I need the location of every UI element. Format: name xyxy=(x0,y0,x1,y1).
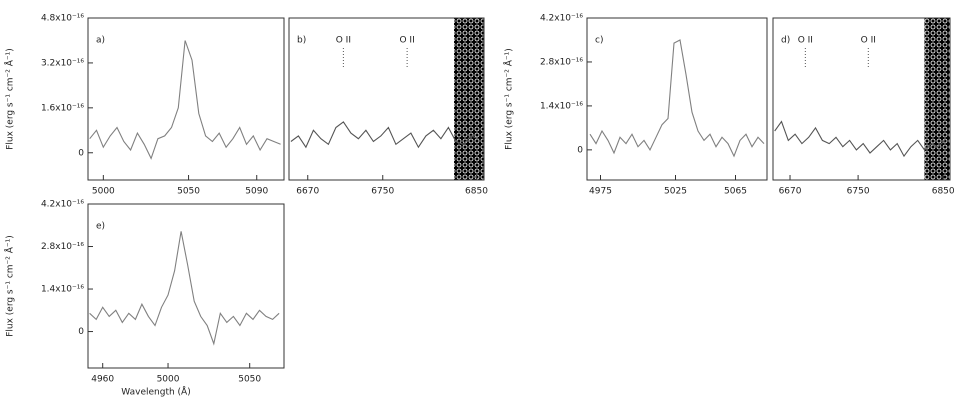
plot-frame xyxy=(87,17,285,181)
y-tick-label: 4.8x10⁻¹⁶ xyxy=(41,14,84,24)
y-tick-label: 4.2x10⁻¹⁶ xyxy=(41,200,84,210)
panel-label: a) xyxy=(96,36,105,46)
x-tick-label: 5090 xyxy=(245,187,268,197)
y-tick-label: 0 xyxy=(577,145,583,155)
masked-region xyxy=(454,18,484,180)
panel-label: e) xyxy=(96,222,105,232)
y-tick-label: 1.4x10⁻¹⁶ xyxy=(540,101,583,111)
x-tick-label: 6850 xyxy=(932,187,955,197)
x-tick-label: 5065 xyxy=(724,187,747,197)
x-tick-label: 6750 xyxy=(371,187,394,197)
y-tick-label: 0 xyxy=(78,327,84,337)
y-axis-label: Flux (erg s⁻¹ cm⁻² Å⁻¹) xyxy=(503,48,515,150)
panel-label: b) xyxy=(297,36,306,46)
y-tick-label: 0 xyxy=(78,148,84,158)
y-tick-label: 3.2x10⁻¹⁶ xyxy=(41,58,84,68)
x-tick-label: 4975 xyxy=(589,187,612,197)
x-tick-label: 5025 xyxy=(664,187,687,197)
panel-label: c) xyxy=(595,36,603,46)
plot-frame xyxy=(586,17,768,181)
x-tick-label: 5050 xyxy=(177,187,200,197)
masked-region xyxy=(924,18,950,180)
x-tick-label: 5000 xyxy=(92,187,115,197)
y-tick-label: 1.6x10⁻¹⁶ xyxy=(41,103,84,113)
x-tick-label: 4960 xyxy=(91,375,114,385)
y-tick-label: 2.8x10⁻¹⁶ xyxy=(540,57,583,67)
plot-frame xyxy=(288,17,485,181)
line-annotation: O II xyxy=(336,36,351,46)
y-tick-label: 4.2x10⁻¹⁶ xyxy=(540,14,583,24)
plot-frame xyxy=(87,203,285,369)
line-annotation: O II xyxy=(798,36,813,46)
x-axis-label: Wavelength (Å) xyxy=(121,386,190,398)
y-axis-label: Flux (erg s⁻¹ cm⁻² Å⁻¹) xyxy=(4,235,16,337)
spectrum xyxy=(89,231,280,346)
panel-label: d) xyxy=(781,36,790,46)
x-tick-label: 6670 xyxy=(296,187,319,197)
x-tick-label: 5050 xyxy=(238,375,261,385)
x-tick-label: 6670 xyxy=(779,187,802,197)
x-tick-label: 6750 xyxy=(847,187,870,197)
line-annotation: O II xyxy=(861,36,876,46)
spectrum xyxy=(290,121,479,149)
spectrum xyxy=(589,39,765,158)
x-tick-label: 5000 xyxy=(157,375,180,385)
plot-frame xyxy=(772,17,951,181)
y-tick-label: 2.8x10⁻¹⁶ xyxy=(41,242,84,252)
y-axis-label: Flux (erg s⁻¹ cm⁻² Å⁻¹) xyxy=(4,48,16,150)
y-tick-label: 1.4x10⁻¹⁶ xyxy=(41,285,84,295)
spectrum xyxy=(89,40,281,160)
x-tick-label: 6850 xyxy=(465,187,488,197)
spectrum xyxy=(774,120,946,158)
line-annotation: O II xyxy=(399,36,414,46)
